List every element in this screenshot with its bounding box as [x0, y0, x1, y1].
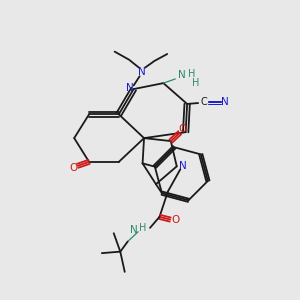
Text: N: N: [178, 70, 186, 80]
Text: O: O: [171, 215, 179, 225]
Text: H: H: [139, 224, 146, 233]
Text: H: H: [188, 69, 196, 79]
Text: N: N: [179, 161, 187, 171]
Text: O: O: [178, 124, 187, 134]
Text: C: C: [200, 98, 207, 107]
Text: N: N: [126, 83, 134, 93]
Text: H: H: [192, 78, 200, 88]
Text: N: N: [138, 67, 146, 77]
Text: N: N: [221, 98, 229, 107]
Text: O: O: [69, 164, 77, 173]
Text: N: N: [130, 225, 137, 235]
